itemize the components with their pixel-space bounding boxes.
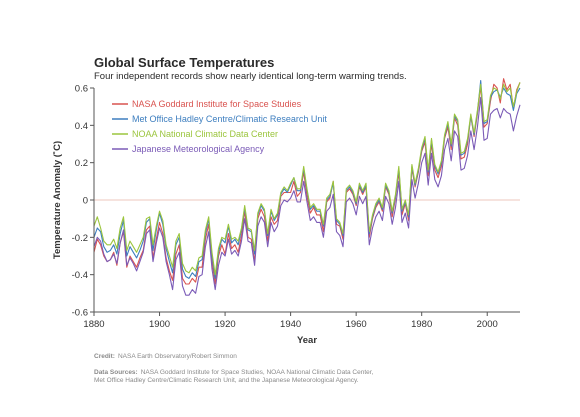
y-tick-label: -0.2 (72, 233, 88, 244)
sources-label: Data Sources: (94, 369, 138, 376)
x-tick-label: 2000 (477, 319, 498, 330)
sources-line1: NASA Goddard Institute for Space Studies… (141, 369, 374, 376)
y-axis-label: Temperature Anomaly (˚C) (52, 141, 63, 259)
credit-line: Credit: NASA Earth Observatory/Robert Sim… (94, 353, 237, 360)
sources-line2: Met Office Hadley Centre/Climatic Resear… (94, 377, 359, 384)
credit-text: Credit: NASA Earth Observatory/Robert Sim… (94, 353, 237, 360)
credit-value: NASA Earth Observatory/Robert Simmon (118, 353, 237, 360)
sources-text: Data Sources: NASA Goddard Institute for … (94, 369, 374, 376)
x-tick-label: 1880 (83, 319, 104, 330)
legend-label: Japanese Meteorological Agency (132, 144, 265, 154)
x-axis: 1880 1900 1920 1940 1960 1980 2000 Year (83, 311, 520, 346)
series-line-4 (93, 96, 521, 296)
x-tick-label: 1920 (215, 319, 236, 330)
legend-label: Met Office Hadley Centre/Climatic Resear… (132, 114, 327, 124)
plot-area (93, 78, 521, 296)
y-tick-label: 0.4 (75, 121, 88, 132)
credit-label: Credit: (94, 353, 115, 360)
chart-title: Global Surface Temperatures (94, 55, 274, 70)
x-tick-label: 1980 (411, 319, 432, 330)
data-sources: Data Sources: NASA Goddard Institute for … (94, 369, 374, 384)
legend: NASA Goddard Institute for Space Studies… (112, 99, 327, 154)
series-lines (93, 78, 521, 296)
y-axis: 0.6 0.4 0.2 0 -0.2 -0.4 -0.6 Temperature Anoma… (52, 84, 95, 319)
y-tick-label: 0 (83, 196, 88, 207)
x-tick-label: 1960 (346, 319, 367, 330)
y-tick-label: -0.4 (72, 270, 88, 281)
y-tick-label: 0.2 (75, 158, 88, 169)
series-line-2 (93, 79, 521, 279)
y-tick-label: -0.6 (72, 308, 88, 319)
x-axis-label: Year (297, 335, 317, 346)
series-line-1 (93, 78, 521, 285)
x-tick-label: 1900 (149, 319, 170, 330)
series-line-3 (93, 82, 521, 276)
x-tick-label: 1940 (280, 319, 301, 330)
legend-label: NASA Goddard Institute for Space Studies (132, 99, 302, 109)
y-tick-label: 0.6 (75, 84, 88, 95)
legend-label: NOAA National Climatic Data Center (132, 129, 278, 139)
chart-subtitle: Four independent records show nearly ide… (94, 71, 407, 82)
